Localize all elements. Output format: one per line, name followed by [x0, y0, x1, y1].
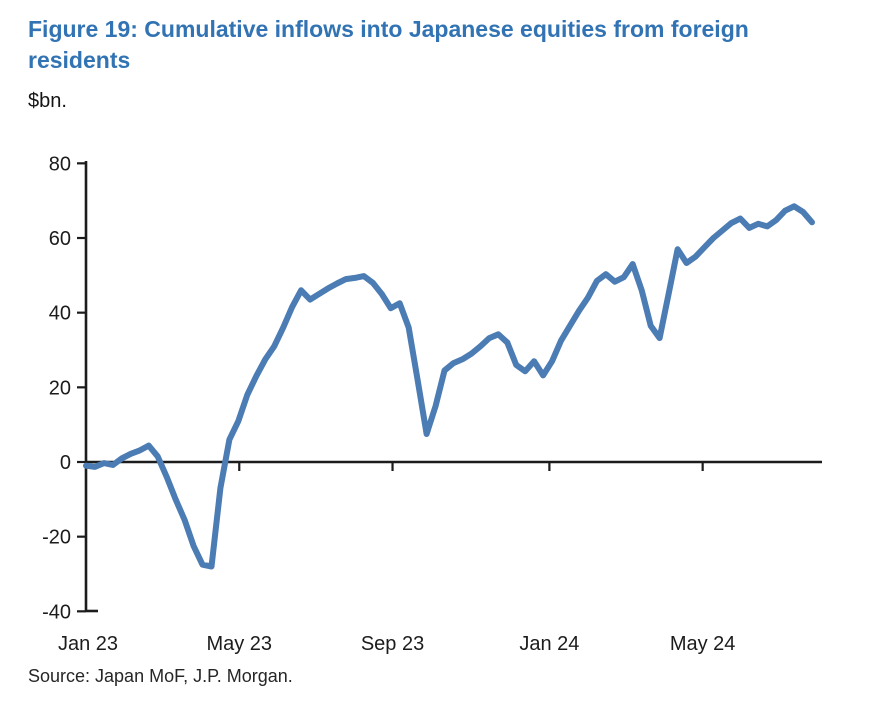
- y-tick-label: 60: [49, 228, 71, 250]
- y-tick-label: -20: [42, 527, 71, 549]
- y-tick-label: 40: [49, 303, 71, 325]
- figure-title-line2: residents: [28, 47, 131, 73]
- y-tick-label: 0: [60, 452, 71, 474]
- x-tick-label: Sep 23: [361, 633, 424, 655]
- x-tick-label: Jan 24: [519, 633, 579, 655]
- y-axis-unit-label: $bn.: [28, 90, 67, 112]
- x-tick-label: Jan 23: [58, 633, 118, 655]
- y-tick-label: 20: [49, 377, 71, 399]
- x-tick-label: May 23: [206, 633, 272, 655]
- x-tick-label: May 24: [670, 633, 736, 655]
- figure-title-line1: Figure 19: Cumulative inflows into Japan…: [28, 16, 749, 42]
- series-line: [83, 203, 815, 570]
- source-note: Source: Japan MoF, J.P. Morgan.: [28, 666, 293, 686]
- figure-title: Figure 19: Cumulative inflows into Japan…: [28, 14, 858, 76]
- y-tick-label: 80: [49, 153, 71, 175]
- y-tick-label: -40: [42, 601, 71, 623]
